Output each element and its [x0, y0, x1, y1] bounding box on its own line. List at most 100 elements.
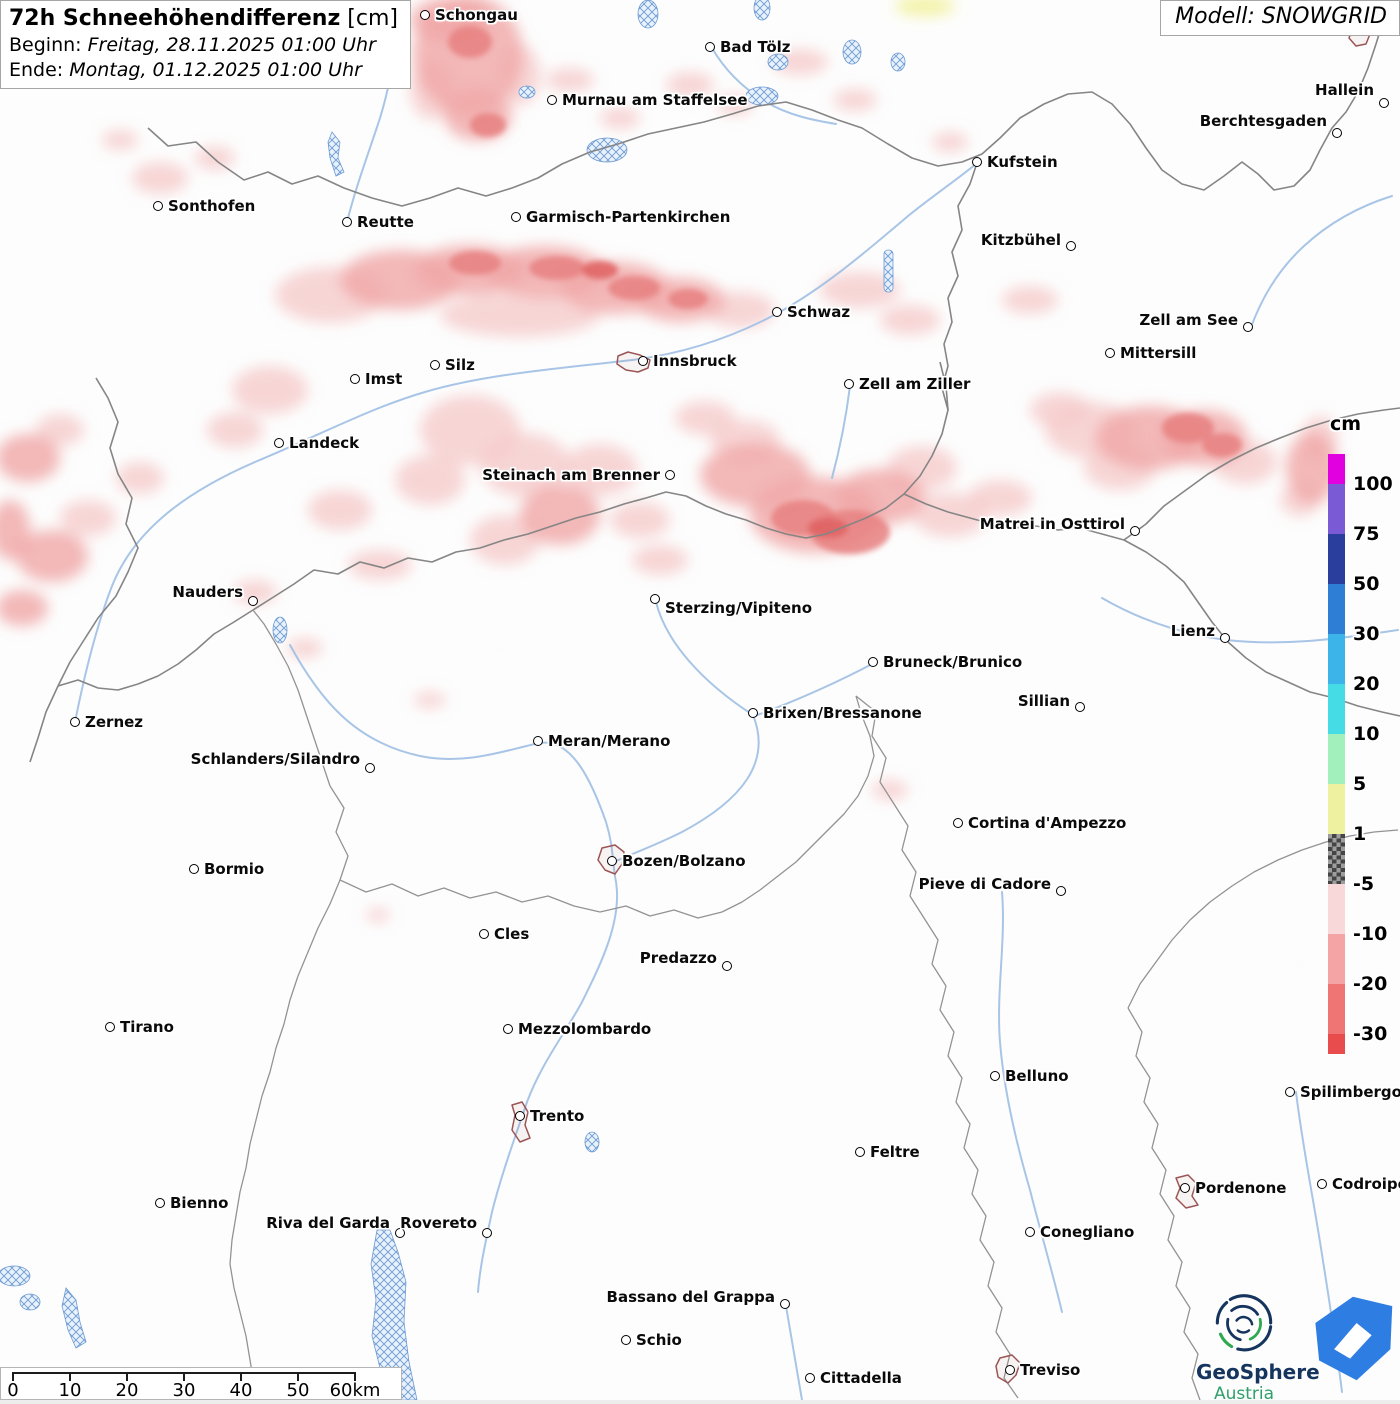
begin-label: Beginn: — [9, 34, 88, 56]
legend-segment — [1328, 534, 1345, 584]
period-begin: Beginn: Freitag, 28.11.2025 01:00 Uhr — [9, 34, 398, 56]
city-marker-icon — [990, 1071, 1000, 1081]
city-marker-icon — [1005, 1365, 1015, 1375]
city-marker-icon — [722, 961, 732, 971]
city-marker-icon — [350, 374, 360, 384]
city-marker-icon — [365, 763, 375, 773]
map-title-line: 72h Schneehöhendifferenz [cm] — [9, 6, 398, 31]
city-label: Codroipo — [1332, 1175, 1400, 1193]
map-title-unit: [cm] — [340, 6, 398, 31]
city-label: Innsbruck — [653, 352, 737, 370]
city-label: Berchtesgaden — [1199, 112, 1327, 130]
legend-segment — [1328, 634, 1345, 684]
city-label: Belluno — [1005, 1067, 1069, 1085]
legend-tick-label: -30 — [1353, 1023, 1388, 1045]
city-marker-icon — [748, 708, 758, 718]
city-label: Mittersill — [1120, 344, 1197, 362]
city-label: Conegliano — [1040, 1223, 1135, 1241]
legend-segment — [1328, 484, 1345, 534]
city-label: Mezzolombardo — [518, 1020, 652, 1038]
city-marker-icon — [772, 307, 782, 317]
city-marker-icon — [70, 717, 80, 727]
snow-diff-field-cores — [448, 26, 1242, 554]
geosphere-logo: GeoSphere Austria — [1196, 1292, 1320, 1404]
city-marker-icon — [547, 95, 557, 105]
city-marker-icon — [868, 657, 878, 667]
city-marker-icon — [1379, 98, 1389, 108]
city-label: Meran/Merano — [548, 732, 671, 750]
begin-value: Freitag, 28.11.2025 01:00 Uhr — [87, 34, 376, 56]
city-marker-icon — [511, 212, 521, 222]
city-marker-icon — [1220, 633, 1230, 643]
rivers — [74, 29, 1399, 1400]
scalebar-label: 0 — [7, 1380, 19, 1401]
legend-segment — [1328, 734, 1345, 784]
legend-colorbar — [1328, 454, 1345, 1054]
lakes — [0, 0, 906, 1400]
legend-segment — [1328, 584, 1345, 634]
city-label: Bruneck/Brunico — [883, 653, 1023, 671]
city-label: Nauders — [172, 583, 243, 601]
city-label: Silz — [445, 356, 475, 374]
city-label: Predazzo — [639, 949, 717, 967]
city-marker-icon — [189, 864, 199, 874]
legend-tick-label: 20 — [1353, 673, 1380, 695]
city-label: Sterzing/Vipiteno — [665, 599, 813, 617]
city-marker-icon — [972, 157, 982, 167]
city-label: Zell am See — [1139, 311, 1238, 329]
city-label: Feltre — [870, 1143, 920, 1161]
legend-tick-label: 10 — [1353, 723, 1380, 745]
city-label: Zell am Ziller — [859, 375, 971, 393]
blue-emblem-icon — [1315, 1296, 1393, 1381]
scalebar-tick — [69, 1372, 71, 1381]
city-marker-icon — [515, 1111, 525, 1121]
city-marker-icon — [479, 929, 489, 939]
end-value: Montag, 01.12.2025 01:00 Uhr — [69, 59, 362, 81]
snow-diff-field — [0, 0, 1338, 922]
city-label: Cittadella — [820, 1369, 902, 1387]
legend-tick-label: -10 — [1353, 923, 1388, 945]
city-label: Sonthofen — [168, 197, 256, 215]
city-marker-icon — [342, 217, 352, 227]
legend-tick-label: 100 — [1353, 473, 1393, 495]
city-label: Cortina d'Ampezzo — [968, 814, 1127, 832]
scalebar-tick — [240, 1372, 242, 1381]
scalebar: 0 10 20 30 40 50 60km — [0, 1367, 402, 1401]
city-label: Murnau am Staffelsee — [562, 91, 748, 109]
city-marker-icon — [844, 379, 854, 389]
scalebar-tick — [297, 1372, 299, 1381]
city-label: Spilimbergo — [1300, 1083, 1400, 1101]
city-label: Tirano — [120, 1018, 174, 1036]
legend-segment — [1328, 1034, 1345, 1054]
city-label: Garmisch-Partenkirchen — [526, 208, 731, 226]
city-label: Schio — [636, 1331, 682, 1349]
city-label: Pordenone — [1195, 1179, 1287, 1197]
city-marker-icon — [705, 42, 715, 52]
legend-segment — [1328, 834, 1345, 884]
title-box: 72h Schneehöhendifferenz [cm] Beginn: Fr… — [0, 0, 411, 89]
end-label: Ende: — [9, 59, 70, 81]
geosphere-logo-sub: Austria — [1213, 1384, 1275, 1404]
city-label: Bozen/Bolzano — [622, 852, 746, 870]
city-marker-icon — [430, 360, 440, 370]
legend-segment — [1328, 984, 1345, 1034]
city-label: Cles — [494, 925, 530, 943]
city-label: Rovereto — [400, 1214, 477, 1232]
city-label: Kufstein — [987, 153, 1058, 171]
city-marker-icon — [503, 1024, 513, 1034]
legend-segment — [1328, 884, 1345, 934]
scalebar-tick — [183, 1372, 185, 1381]
city-marker-icon — [1025, 1227, 1035, 1237]
city-marker-icon — [420, 10, 430, 20]
city-label: Steinach am Brenner — [482, 466, 660, 484]
scalebar-tick — [12, 1372, 14, 1381]
city-marker-icon — [621, 1335, 631, 1345]
scalebar-label: 40 — [229, 1380, 253, 1401]
city-marker-icon — [105, 1022, 115, 1032]
legend-tick-label: 1 — [1353, 823, 1367, 845]
city-label: Riva del Garda — [266, 1214, 390, 1232]
city-label: Kitzbühel — [980, 231, 1061, 249]
city-label: Bad Tölz — [720, 38, 791, 56]
city-marker-icon — [638, 356, 648, 366]
